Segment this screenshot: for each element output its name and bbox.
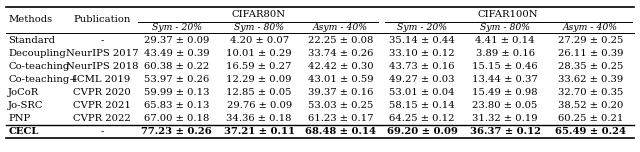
Text: Sym - 20%: Sym - 20% xyxy=(152,23,202,32)
Text: 59.99 ± 0.13: 59.99 ± 0.13 xyxy=(144,88,209,97)
Text: 31.32 ± 0.19: 31.32 ± 0.19 xyxy=(472,114,538,123)
Text: 32.70 ± 0.35: 32.70 ± 0.35 xyxy=(557,88,623,97)
Text: 16.59 ± 0.27: 16.59 ± 0.27 xyxy=(227,62,292,71)
Text: CVPR 2022: CVPR 2022 xyxy=(73,114,131,123)
Text: 69.20 ± 0.09: 69.20 ± 0.09 xyxy=(387,127,458,136)
Text: 3.89 ± 0.16: 3.89 ± 0.16 xyxy=(476,49,534,58)
Text: 33.62 ± 0.39: 33.62 ± 0.39 xyxy=(557,75,623,84)
Text: 64.25 ± 0.12: 64.25 ± 0.12 xyxy=(390,114,455,123)
Text: 13.44 ± 0.37: 13.44 ± 0.37 xyxy=(472,75,538,84)
Text: 43.01 ± 0.59: 43.01 ± 0.59 xyxy=(308,75,374,84)
Text: 4.20 ± 0.07: 4.20 ± 0.07 xyxy=(230,36,289,45)
Text: Decoupling: Decoupling xyxy=(8,49,66,58)
Text: CECL: CECL xyxy=(8,127,38,136)
Text: 58.15 ± 0.14: 58.15 ± 0.14 xyxy=(389,101,455,110)
Text: 29.37 ± 0.09: 29.37 ± 0.09 xyxy=(144,36,209,45)
Text: 53.01 ± 0.04: 53.01 ± 0.04 xyxy=(389,88,455,97)
Text: Methods: Methods xyxy=(8,15,52,24)
Text: Sym - 80%: Sym - 80% xyxy=(234,23,284,32)
Text: -: - xyxy=(100,127,104,136)
Text: 15.15 ± 0.46: 15.15 ± 0.46 xyxy=(472,62,538,71)
Text: 65.49 ± 0.24: 65.49 ± 0.24 xyxy=(555,127,626,136)
Text: CVPR 2020: CVPR 2020 xyxy=(73,88,131,97)
Text: ICML 2019: ICML 2019 xyxy=(74,75,131,84)
Text: 49.27 ± 0.03: 49.27 ± 0.03 xyxy=(390,75,455,84)
Text: 35.14 ± 0.44: 35.14 ± 0.44 xyxy=(389,36,455,45)
Text: Jo-SRC: Jo-SRC xyxy=(8,101,44,110)
Text: Publication: Publication xyxy=(74,15,131,24)
Text: 12.29 ± 0.09: 12.29 ± 0.09 xyxy=(227,75,292,84)
Text: 10.01 ± 0.29: 10.01 ± 0.29 xyxy=(227,49,292,58)
Text: Co-teaching+: Co-teaching+ xyxy=(8,75,78,84)
Text: PNP: PNP xyxy=(8,114,31,123)
Text: Standard: Standard xyxy=(8,36,55,45)
Text: 28.35 ± 0.25: 28.35 ± 0.25 xyxy=(557,62,623,71)
Text: 27.29 ± 0.25: 27.29 ± 0.25 xyxy=(557,36,623,45)
Text: 65.83 ± 0.13: 65.83 ± 0.13 xyxy=(144,101,209,110)
Text: JoCoR: JoCoR xyxy=(8,88,40,97)
Text: Asym - 40%: Asym - 40% xyxy=(313,23,368,32)
Text: 61.23 ± 0.17: 61.23 ± 0.17 xyxy=(308,114,374,123)
Text: 33.74 ± 0.26: 33.74 ± 0.26 xyxy=(308,49,373,58)
Text: 77.23 ± 0.26: 77.23 ± 0.26 xyxy=(141,127,212,136)
Text: CVPR 2021: CVPR 2021 xyxy=(73,101,131,110)
Text: 29.76 ± 0.09: 29.76 ± 0.09 xyxy=(227,101,292,110)
Text: 43.49 ± 0.39: 43.49 ± 0.39 xyxy=(144,49,209,58)
Text: NeurIPS 2018: NeurIPS 2018 xyxy=(66,62,138,71)
Text: 60.38 ± 0.22: 60.38 ± 0.22 xyxy=(144,62,209,71)
Text: 38.52 ± 0.20: 38.52 ± 0.20 xyxy=(557,101,623,110)
Text: Asym - 40%: Asym - 40% xyxy=(563,23,618,32)
Text: 12.85 ± 0.05: 12.85 ± 0.05 xyxy=(227,88,292,97)
Text: 60.25 ± 0.21: 60.25 ± 0.21 xyxy=(557,114,623,123)
Text: 4.41 ± 0.14: 4.41 ± 0.14 xyxy=(476,36,535,45)
Text: 53.03 ± 0.25: 53.03 ± 0.25 xyxy=(308,101,373,110)
Text: 36.37 ± 0.12: 36.37 ± 0.12 xyxy=(470,127,541,136)
Text: 22.25 ± 0.08: 22.25 ± 0.08 xyxy=(308,36,373,45)
Text: Co-teaching: Co-teaching xyxy=(8,62,70,71)
Text: 15.49 ± 0.98: 15.49 ± 0.98 xyxy=(472,88,538,97)
Text: 33.10 ± 0.12: 33.10 ± 0.12 xyxy=(389,49,455,58)
Text: Sym - 20%: Sym - 20% xyxy=(397,23,447,32)
Text: 43.73 ± 0.16: 43.73 ± 0.16 xyxy=(390,62,455,71)
Text: 42.42 ± 0.30: 42.42 ± 0.30 xyxy=(308,62,374,71)
Text: 39.37 ± 0.16: 39.37 ± 0.16 xyxy=(308,88,373,97)
Text: CIFAR100N: CIFAR100N xyxy=(477,10,538,19)
Text: 37.21 ± 0.11: 37.21 ± 0.11 xyxy=(223,127,294,136)
Text: 53.97 ± 0.26: 53.97 ± 0.26 xyxy=(144,75,209,84)
Text: 23.80 ± 0.05: 23.80 ± 0.05 xyxy=(472,101,538,110)
Text: 34.36 ± 0.18: 34.36 ± 0.18 xyxy=(227,114,292,123)
Text: CIFAR80N: CIFAR80N xyxy=(231,10,285,19)
Text: -: - xyxy=(100,36,104,45)
Text: 68.48 ± 0.14: 68.48 ± 0.14 xyxy=(305,127,376,136)
Text: 67.00 ± 0.18: 67.00 ± 0.18 xyxy=(144,114,209,123)
Text: 26.11 ± 0.39: 26.11 ± 0.39 xyxy=(557,49,623,58)
Text: Sym - 80%: Sym - 80% xyxy=(480,23,530,32)
Text: NeurIPS 2017: NeurIPS 2017 xyxy=(66,49,138,58)
